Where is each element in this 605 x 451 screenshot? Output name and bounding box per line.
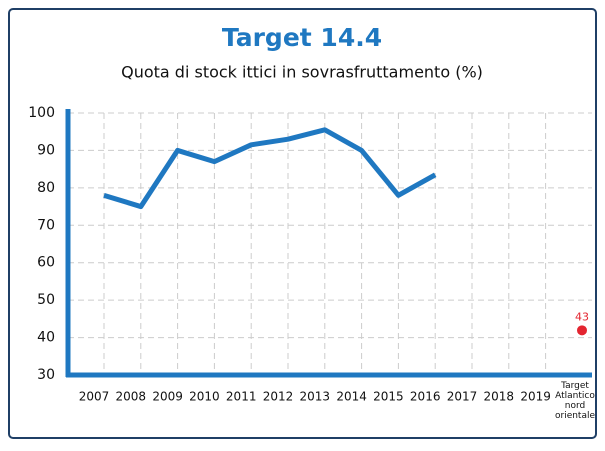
x-tick-label: 2008 bbox=[116, 390, 147, 404]
x-tick-label: 2019 bbox=[520, 390, 551, 404]
chart-subtitle: Quota di stock ittici in sovrasfruttamen… bbox=[121, 63, 483, 82]
y-tick-label: 60 bbox=[37, 255, 55, 271]
x-tick-label: 2011 bbox=[226, 390, 257, 404]
x-tick-label: 2014 bbox=[336, 390, 367, 404]
x-tick-label: 2015 bbox=[373, 390, 404, 404]
y-tick-label: 90 bbox=[37, 142, 55, 158]
x-tick-label: 2018 bbox=[484, 390, 515, 404]
x-tick-label: 2009 bbox=[152, 390, 183, 404]
y-tick-label: 30 bbox=[37, 367, 55, 383]
y-tick-label: 40 bbox=[37, 330, 55, 346]
data-label: 43 bbox=[575, 310, 589, 323]
data-point bbox=[577, 325, 587, 336]
y-tick-label: 80 bbox=[37, 180, 55, 196]
x-tick-label-box: Target Atlantico nord orientale bbox=[554, 381, 596, 421]
x-tick-label: 2007 bbox=[79, 390, 110, 404]
y-tick-label: 50 bbox=[37, 292, 55, 308]
x-tick-label: 2016 bbox=[410, 390, 441, 404]
data-line bbox=[103, 127, 437, 210]
y-tick-label: 70 bbox=[37, 217, 55, 233]
x-tick-label: 2013 bbox=[300, 390, 331, 404]
x-tick-label: 2012 bbox=[263, 390, 294, 404]
x-tick-label: Target Atlantico nord orientale bbox=[554, 381, 596, 421]
x-tick-label: 2010 bbox=[189, 390, 220, 404]
y-tick-label: 100 bbox=[28, 105, 55, 121]
chart-title: Target 14.4 bbox=[222, 23, 382, 52]
x-tick-label: 2017 bbox=[447, 390, 478, 404]
frame bbox=[8, 8, 597, 439]
